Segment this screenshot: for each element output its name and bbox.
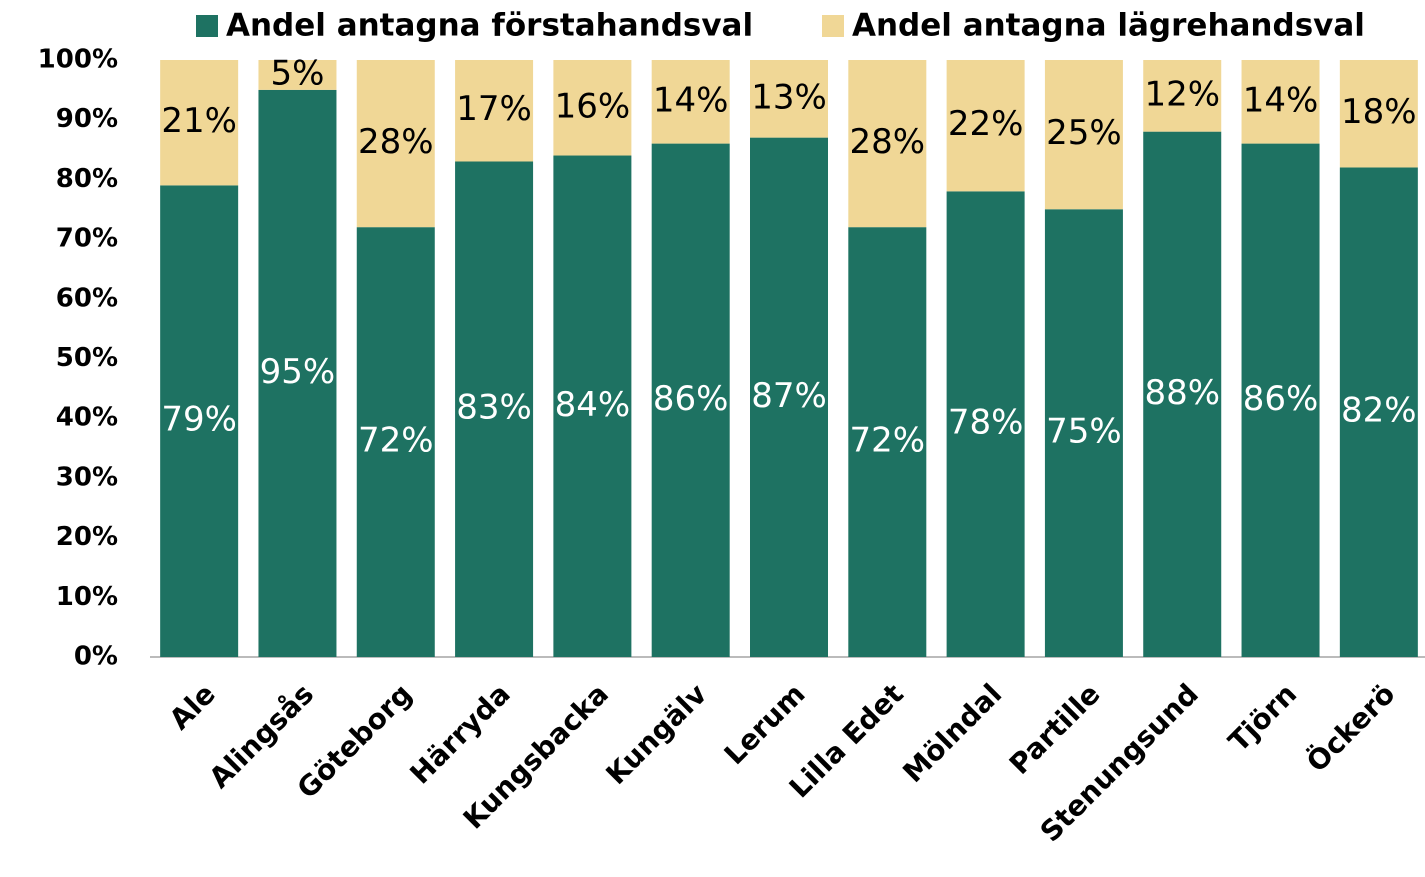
value-label: 72% [850, 421, 926, 461]
value-label: 86% [653, 379, 729, 419]
value-label: 72% [358, 421, 434, 461]
value-label: 12% [1144, 74, 1220, 114]
bar-segment [1143, 131, 1222, 657]
value-label: 21% [161, 101, 237, 141]
bar-segment [651, 143, 730, 657]
bar-segment [160, 60, 239, 186]
y-tick-label: 40% [56, 403, 118, 433]
x-tick-label: Partille [1003, 677, 1107, 781]
legend-swatch [822, 15, 844, 37]
value-label: 79% [161, 400, 237, 440]
y-tick-label: 50% [56, 343, 118, 373]
y-tick-label: 100% [38, 45, 118, 75]
bar-segment [553, 60, 632, 156]
bar-segment [848, 60, 927, 228]
value-label: 78% [948, 403, 1024, 443]
bar-segment [848, 227, 927, 657]
value-label: 28% [850, 122, 926, 162]
y-tick-label: 10% [56, 582, 118, 612]
y-tick-label: 70% [56, 224, 118, 254]
bar-segment [258, 60, 337, 90]
y-tick-label: 90% [56, 104, 118, 134]
bar-segment [946, 191, 1025, 657]
y-tick-label: 0% [74, 642, 118, 672]
value-label: 82% [1341, 391, 1417, 431]
value-label: 87% [751, 376, 827, 416]
value-label: 88% [1144, 373, 1220, 413]
bar-segment [1339, 167, 1418, 657]
bar-segment [750, 137, 828, 658]
legend-label: Andel antagna förstahandsval [226, 8, 753, 44]
bar-segment [356, 227, 435, 657]
bar-segment [553, 155, 632, 657]
bar-segment [455, 60, 534, 162]
value-label: 83% [456, 388, 532, 428]
y-tick-label: 20% [56, 522, 118, 552]
value-label: 14% [653, 80, 729, 120]
x-tick-label: Ale [163, 677, 222, 736]
value-label: 28% [358, 122, 434, 162]
value-label: 14% [1243, 80, 1319, 120]
bar-segment [160, 185, 239, 657]
y-tick-label: 60% [56, 283, 118, 313]
x-tick-label: Öckerö [1299, 677, 1401, 779]
value-label: 86% [1243, 379, 1319, 419]
x-tick-label: Mölndal [896, 677, 1008, 789]
bar-segment [1241, 143, 1320, 657]
bar-segment [1241, 60, 1320, 144]
x-tick-label: Tjörn [1222, 677, 1303, 758]
bar-segment [750, 60, 828, 138]
bar-segment [1044, 60, 1123, 210]
value-label: 16% [555, 86, 631, 126]
value-label: 84% [555, 385, 631, 425]
bar-segment [651, 60, 730, 144]
bar-segment [455, 161, 534, 658]
value-label: 18% [1341, 92, 1417, 132]
value-label: 25% [1046, 113, 1122, 153]
value-label: 75% [1046, 412, 1122, 452]
value-label: 5% [270, 53, 324, 93]
bar-segment [258, 89, 337, 658]
x-tick-label: Lerum [718, 677, 812, 771]
bar-segment [946, 60, 1025, 192]
bar-segment [356, 60, 435, 228]
x-tick-label: Kungälv [600, 677, 714, 791]
legend-label: Andel antagna lägrehandsval [852, 8, 1365, 44]
y-tick-label: 80% [56, 164, 118, 194]
bar-segment [1044, 209, 1123, 657]
value-label: 17% [456, 89, 532, 129]
y-tick-label: 30% [56, 462, 118, 492]
legend-swatch [196, 15, 218, 37]
value-label: 22% [948, 104, 1024, 144]
bar-segment [1339, 60, 1418, 168]
bar-segment [1143, 60, 1222, 132]
value-label: 13% [751, 77, 827, 117]
value-label: 95% [260, 352, 336, 392]
